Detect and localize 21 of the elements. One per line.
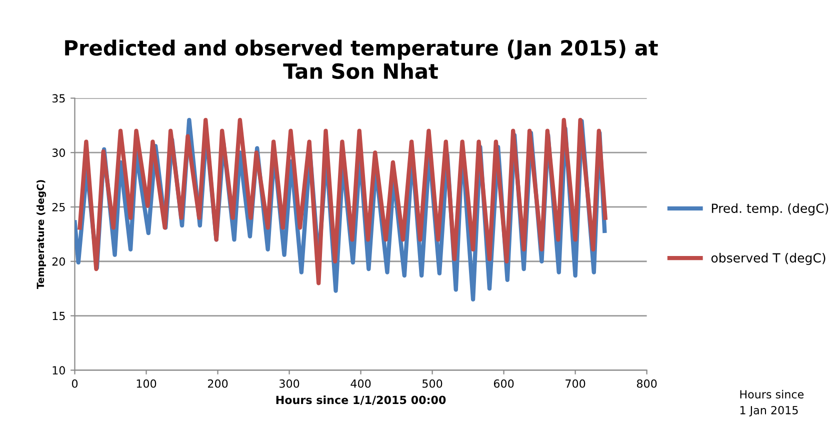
legend-label: observed T (degC)	[711, 252, 826, 266]
x-tick-label: 600	[494, 379, 514, 388]
x-tick-label: 0	[72, 379, 78, 388]
legend-label: Pred. temp. (degC)	[712, 203, 828, 216]
x-tick-label: 200	[208, 379, 228, 388]
y-tick-label: 20	[52, 257, 65, 266]
x-tick-label: 700	[566, 379, 586, 388]
text: Hours since 1 Jan 2015	[740, 390, 804, 416]
chart-title: Predicted and observed temperature (Jan 2015) at Tan Son Nhat	[65, 40, 658, 80]
y-tick-label: 15	[52, 312, 65, 320]
y-axis-title: Temperature (degC)	[36, 180, 46, 290]
y-tick-label: 30	[52, 148, 65, 157]
x-tick-label: 300	[280, 379, 300, 388]
x-tick-label: 100	[136, 379, 156, 388]
x-tick-label: 400	[350, 379, 371, 388]
y-tick-label: 25	[52, 202, 65, 212]
x-axis-title: Hours since 1/1/2015 00:00	[276, 396, 446, 405]
y-tick-label: 35	[52, 94, 65, 103]
x-tick-label: 500	[422, 379, 442, 388]
y-tick-label: 10	[52, 366, 65, 375]
x-tick-label: 800	[636, 379, 657, 388]
